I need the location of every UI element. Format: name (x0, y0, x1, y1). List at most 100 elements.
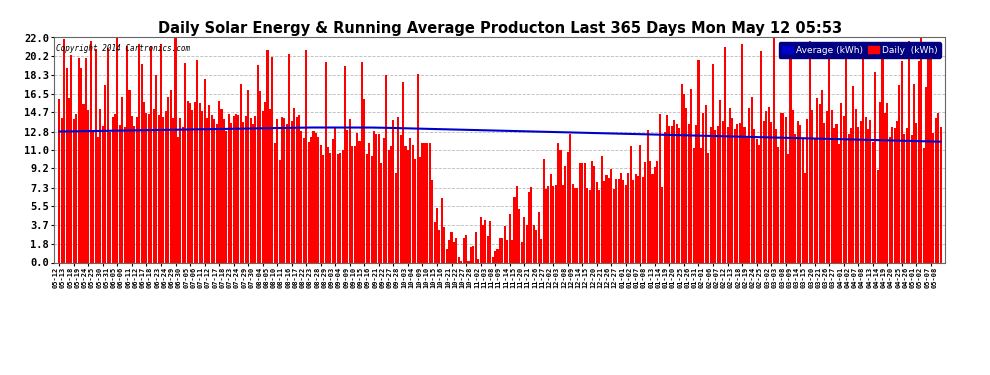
Bar (544, 189, 547, 262)
Bar (204, 79, 206, 262)
Bar (351, 146, 353, 262)
Bar (685, 108, 687, 262)
Bar (566, 152, 569, 262)
Bar (854, 109, 857, 262)
Bar (261, 111, 263, 262)
Bar (179, 118, 181, 262)
Bar (789, 49, 792, 262)
Bar (571, 184, 573, 262)
Bar (514, 197, 516, 262)
Bar (390, 146, 392, 262)
Bar (653, 167, 656, 262)
Bar (829, 53, 831, 262)
Bar (598, 190, 600, 262)
Bar (162, 117, 164, 262)
Bar (554, 184, 556, 262)
Bar (107, 48, 109, 262)
Bar (821, 90, 823, 262)
Bar (847, 134, 849, 262)
Bar (330, 153, 332, 262)
Bar (658, 114, 660, 262)
Bar (213, 118, 215, 262)
Bar (412, 145, 414, 262)
Bar (148, 114, 149, 262)
Bar (541, 239, 543, 262)
Bar (765, 111, 767, 262)
Bar (119, 125, 121, 262)
Bar (146, 112, 148, 262)
Bar (121, 97, 124, 262)
Bar (826, 111, 828, 262)
Bar (850, 128, 852, 262)
Bar (729, 108, 731, 262)
Bar (363, 99, 365, 262)
Bar (722, 122, 724, 262)
Bar (95, 48, 97, 262)
Bar (755, 139, 757, 262)
Bar (87, 110, 89, 262)
Bar (923, 148, 925, 262)
Bar (867, 129, 869, 262)
Bar (238, 115, 240, 262)
Bar (385, 75, 387, 262)
Bar (419, 157, 421, 262)
Bar (136, 117, 138, 262)
Bar (608, 178, 610, 262)
Bar (252, 124, 254, 262)
Bar (286, 124, 288, 262)
Bar (824, 123, 826, 262)
Bar (675, 124, 678, 262)
Bar (797, 121, 799, 262)
Bar (274, 143, 276, 262)
Bar (842, 116, 844, 262)
Bar (400, 135, 402, 262)
Bar (819, 104, 821, 262)
Bar (814, 138, 816, 262)
Bar (249, 118, 251, 262)
Bar (479, 217, 481, 262)
Bar (625, 184, 627, 262)
Bar (340, 153, 342, 262)
Bar (536, 230, 538, 262)
Bar (186, 101, 189, 262)
Bar (126, 46, 128, 262)
Bar (487, 236, 489, 262)
Bar (266, 50, 268, 262)
Bar (99, 109, 102, 262)
Bar (160, 44, 162, 262)
Bar (857, 127, 859, 262)
Bar (586, 188, 588, 262)
Bar (387, 150, 390, 262)
Bar (628, 173, 630, 262)
Bar (770, 123, 772, 262)
Bar (356, 133, 358, 262)
Bar (332, 139, 334, 262)
Bar (872, 142, 874, 262)
Text: Copyright 2014 Cartronics.com: Copyright 2014 Cartronics.com (56, 44, 190, 53)
Bar (894, 128, 896, 262)
Bar (925, 87, 927, 262)
Bar (841, 103, 842, 262)
Bar (450, 232, 452, 262)
Bar (831, 110, 833, 262)
Bar (308, 142, 310, 262)
Bar (690, 89, 692, 262)
Bar (913, 84, 915, 262)
Bar (879, 102, 881, 262)
Bar (424, 143, 426, 262)
Bar (603, 181, 605, 262)
Bar (172, 118, 174, 262)
Bar (305, 50, 307, 262)
Bar (77, 58, 79, 262)
Bar (562, 185, 564, 262)
Bar (157, 115, 159, 262)
Bar (327, 147, 329, 262)
Bar (552, 186, 554, 262)
Bar (344, 66, 346, 262)
Bar (656, 161, 658, 262)
Bar (104, 85, 106, 262)
Bar (492, 256, 494, 262)
Bar (131, 116, 133, 262)
Bar (632, 180, 635, 262)
Bar (635, 174, 637, 262)
